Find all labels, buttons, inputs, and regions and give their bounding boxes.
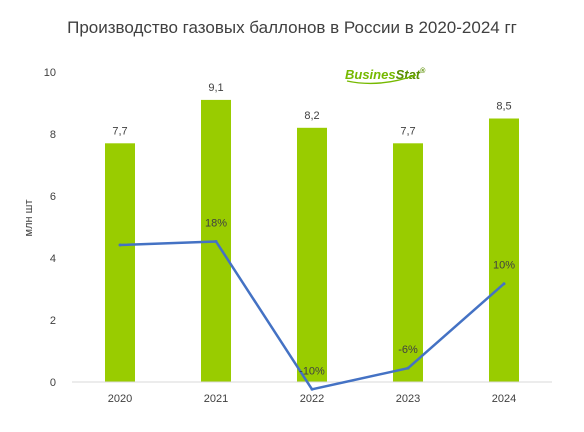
growth-percent-label: 18%	[205, 217, 227, 229]
x-tick-label: 2022	[300, 393, 324, 405]
logo-registered-symbol: ®	[420, 67, 426, 75]
y-tick-label: 8	[50, 129, 56, 141]
growth-point	[118, 243, 122, 247]
x-tick-label: 2024	[492, 393, 516, 405]
bar-2020	[105, 143, 135, 382]
y-tick-label: 10	[44, 67, 56, 79]
bar-2022	[297, 127, 327, 382]
bar-value-label: 8,5	[496, 101, 511, 113]
chart-title: Производство газовых баллонов в России в…	[67, 18, 517, 37]
growth-line-series	[118, 239, 506, 391]
growth-percent-labels: 18% -10% -6% 10%	[205, 217, 515, 377]
logo-text-part1: Busines	[345, 67, 396, 82]
y-tick-label: 2	[50, 315, 56, 327]
bar-value-label: 7,7	[400, 125, 415, 137]
growth-point	[406, 366, 410, 370]
growth-point	[310, 387, 314, 391]
logo-text-part2: Stat	[396, 67, 421, 82]
growth-percent-label: 10%	[493, 260, 515, 272]
bar-2023	[393, 143, 423, 382]
growth-point	[214, 239, 218, 243]
x-tick-label: 2023	[396, 393, 420, 405]
bar-value-label: 9,1	[208, 82, 223, 94]
growth-point	[502, 282, 506, 286]
y-tick-label: 0	[50, 377, 56, 389]
x-tick-label: 2020	[108, 393, 132, 405]
logo-swoosh	[346, 74, 417, 85]
growth-percent-label: -6%	[398, 344, 418, 356]
svg-text:BusinesStat®: BusinesStat®	[345, 67, 426, 82]
x-tick-label: 2021	[204, 393, 228, 405]
bars	[105, 99, 519, 383]
growth-percent-label: -10%	[299, 365, 325, 377]
x-axis-ticks: 2020 2021 2022 2023 2024	[108, 393, 516, 405]
y-axis-title: млн шт	[23, 200, 35, 237]
y-axis-ticks: 0 2 4 6 8 10	[44, 67, 56, 389]
bar-value-label: 7,7	[112, 125, 127, 137]
y-tick-label: 6	[50, 191, 56, 203]
watermark-logo: BusinesStat®	[345, 67, 426, 85]
bar-value-label: 8,2	[304, 110, 319, 122]
y-tick-label: 4	[50, 253, 56, 265]
bar-2024	[489, 118, 519, 382]
bar-value-labels: 7,7 9,1 8,2 7,7 8,5	[112, 82, 511, 137]
